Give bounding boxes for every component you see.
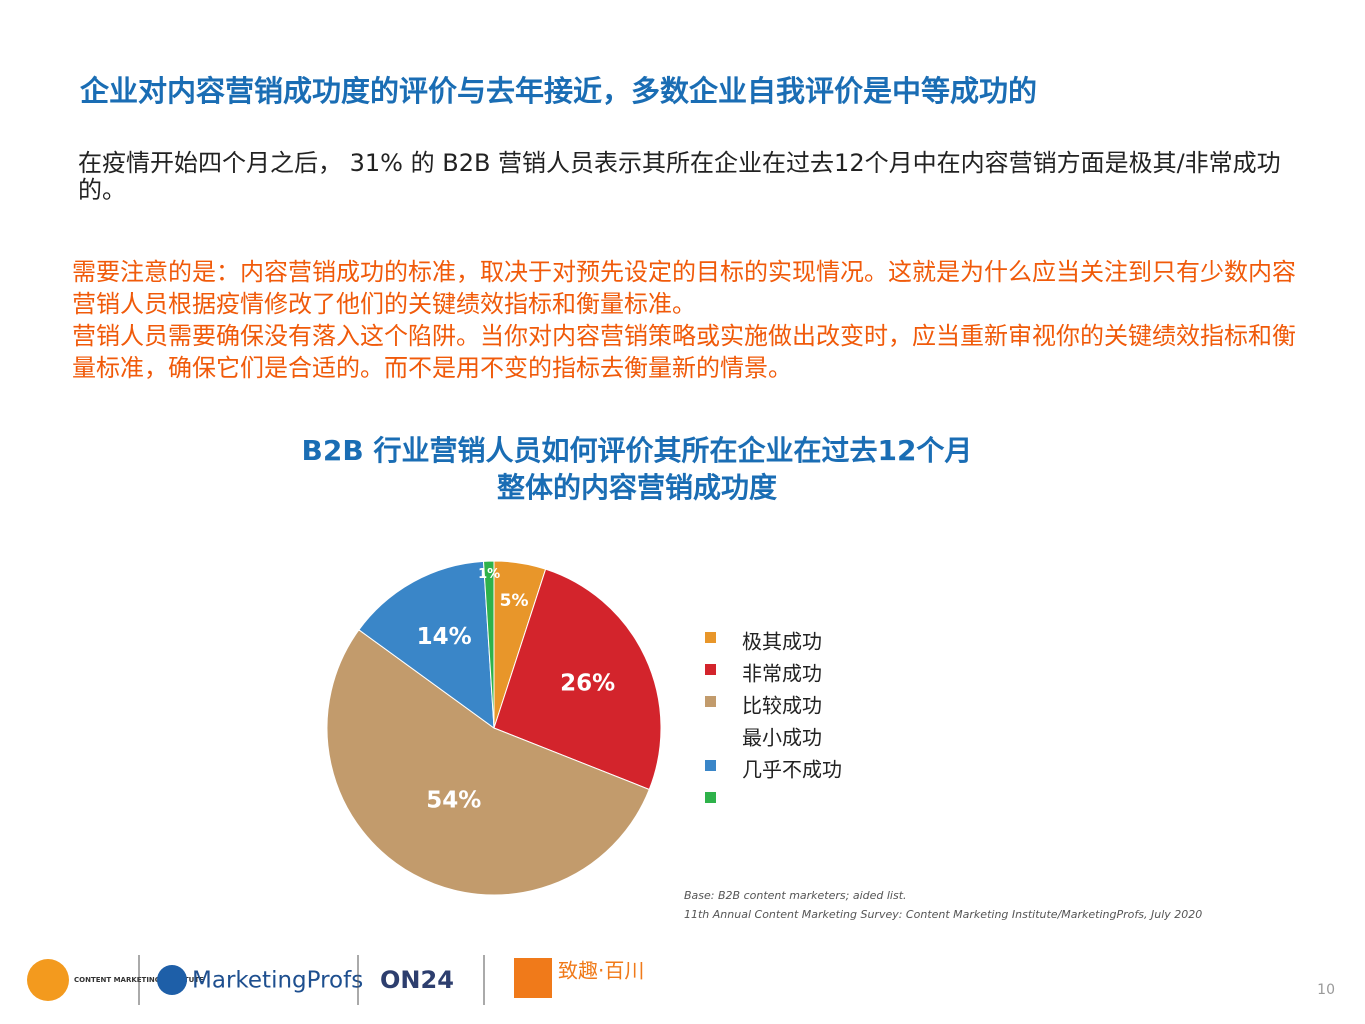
data-label: 54% [426,788,481,814]
legend-label: 最小成功 [742,726,822,750]
data-label: 5% [500,591,529,611]
legend-label: 非常成功 [742,662,822,686]
page-number: 10 [1317,982,1335,998]
data-label: 1% [478,567,500,582]
legend-marker [705,632,716,643]
legend-label: 几乎不成功 [742,758,842,782]
notes: 需要注意的是：内容营销成功的标准，取决于对预先设定的目标的实现情况。这就是为什么… [72,256,1312,384]
legend-label: 极其成功 [742,630,822,654]
chart-title: B2B 行业营销人员如何评价其所在企业在过去12个月 [302,434,973,467]
chart-title: 整体的内容营销成功度 [497,471,777,504]
data-label: 14% [417,624,472,650]
pie-slice [326,629,650,896]
legend-marker [705,664,716,675]
pie-slice [482,560,495,729]
legend-marker [705,728,716,739]
logo-mark [27,959,69,1001]
note: 需要注意的是：内容营销成功的标准，取决于对预先设定的目标的实现情况。这就是为什么… [72,258,1296,318]
legend-marker [705,792,716,803]
logo-mark [514,958,552,998]
legend-marker [705,760,716,771]
intro-text: 在疫情开始四个月之后， 31% 的 B2B 营销人员表示其所在企业在过去12个月… [78,149,1281,204]
legend-label: 比较成功 [742,694,822,718]
legend-marker [705,696,716,707]
slide-title: 企业对内容营销成功度的评价与去年接近，多数企业自我评价是中等成功的 [80,74,1038,108]
source-note: 11th Annual Content Marketing Survey: Co… [684,908,1202,921]
logo-mark [157,965,187,995]
note: 营销人员需要确保没有落入这个陷阱。当你对内容营销策略或实施做出改变时，应当重新审… [72,322,1296,382]
source-note: Base: B2B content marketers; aided list. [684,889,907,902]
pie-slice [358,560,495,730]
pie-slice [493,568,662,791]
logo: MarketingProfs [192,968,363,994]
data-label: 26% [560,670,615,696]
logo: 致趣·百川 [558,959,644,983]
logo: ON24 [380,966,454,994]
